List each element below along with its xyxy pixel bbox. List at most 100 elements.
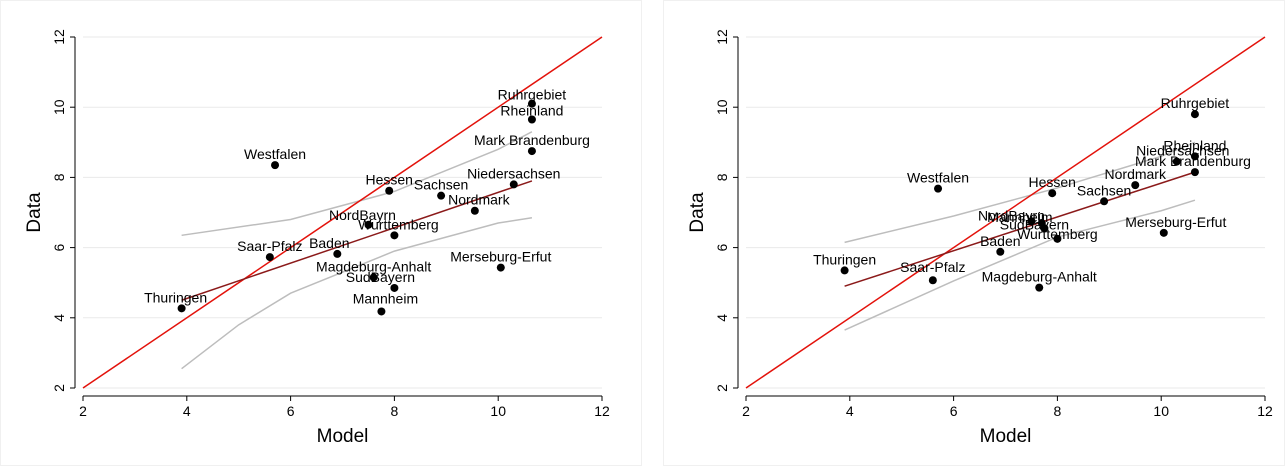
y-tick-label: 2 — [51, 384, 67, 392]
point-marker — [527, 99, 536, 108]
point-label: NordBayrn — [329, 207, 396, 223]
data-point: Thuringen — [813, 251, 876, 275]
data-point: Baden — [980, 233, 1021, 256]
data-point: SudBayern — [1000, 216, 1069, 233]
point-label: Thuringen — [144, 289, 207, 305]
data-point: Nordmark — [1105, 166, 1167, 190]
point-marker — [377, 307, 386, 316]
data-point: Nordmark — [448, 192, 511, 215]
identity-line — [82, 36, 603, 389]
y-tick-label: 12 — [714, 29, 730, 45]
point-label: Mannheim — [353, 290, 418, 306]
point-marker — [1190, 110, 1199, 119]
data-point: Westfalen — [907, 170, 969, 193]
x-axis-title: Model — [980, 426, 1032, 447]
x-tick-label: 10 — [1153, 403, 1169, 419]
point-marker — [1100, 197, 1109, 206]
point-label: Merseburg-Erfut — [450, 249, 551, 265]
data-point: Niedersachsen — [467, 165, 560, 189]
x-tick-label: 12 — [1257, 403, 1273, 419]
x-tick-label: 8 — [1054, 403, 1062, 419]
point-label: Nordmark — [1105, 166, 1167, 182]
point-label: Hessen — [365, 172, 412, 188]
point-marker — [996, 247, 1005, 256]
point-label: Wurttemberg — [358, 216, 439, 232]
data-point: NordBayrn — [329, 207, 396, 229]
point-label: Wurttemberg — [1017, 226, 1098, 242]
data-point: Westfalen — [244, 146, 306, 170]
data-point: Magdeburg-Anhalt — [982, 269, 1097, 292]
point-marker — [1053, 234, 1062, 243]
y-axis-title: Data — [687, 192, 708, 233]
point-marker — [527, 147, 536, 156]
y-tick-label: 8 — [714, 173, 730, 181]
point-marker — [470, 206, 479, 215]
x-tick-label: 2 — [79, 403, 87, 419]
point-label: Thuringen — [813, 251, 876, 267]
data-point: Sachsen — [1077, 182, 1131, 206]
point-label: NordBayrn — [978, 207, 1045, 223]
point-marker — [1190, 168, 1199, 177]
point-marker — [1027, 217, 1036, 226]
point-marker — [271, 161, 280, 170]
data-point: Mannheim — [353, 290, 418, 316]
ci-upper-line — [181, 131, 533, 237]
point-label: Westfalen — [907, 170, 969, 186]
data-point: Ruhrgebiet — [498, 87, 566, 108]
point-label: Baden — [980, 233, 1020, 249]
point-label: Mannheim — [987, 209, 1052, 225]
data-point: Merseburg-Erfut — [450, 249, 551, 272]
y-tick-label: 2 — [714, 384, 730, 392]
point-marker — [840, 266, 849, 275]
point-marker — [369, 273, 378, 282]
point-label: Nordmark — [448, 192, 510, 208]
point-marker — [496, 263, 505, 272]
x-tick-label: 6 — [950, 403, 958, 419]
data-point: Niedersachsen — [1136, 143, 1229, 166]
point-marker — [390, 231, 399, 240]
point-label: Rheinland — [500, 102, 563, 118]
y-tick-label: 10 — [51, 99, 67, 115]
point-marker — [1035, 283, 1044, 292]
point-marker — [437, 191, 446, 200]
x-tick-label: 2 — [742, 403, 750, 419]
point-label: Sachsen — [1077, 182, 1131, 198]
point-marker — [177, 304, 186, 313]
data-point: Saar-Pfalz — [900, 259, 966, 285]
point-label: Rheinland — [1163, 137, 1226, 153]
point-label: Baden — [309, 235, 349, 251]
data-point: Sachsen — [414, 177, 468, 200]
y-tick-label: 4 — [51, 314, 67, 322]
point-marker — [364, 220, 373, 229]
grid — [83, 36, 602, 389]
point-label: Saar-Pfalz — [237, 238, 302, 254]
chart-panel-right: 2 4 6 8 10 12 2 4 6 8 10 12 Model Data Ruhrgebiet Rhein… — [663, 0, 1285, 466]
point-label: Hessen — [1028, 174, 1075, 190]
y-tick-label: 6 — [51, 243, 67, 251]
data-point: Saar-Pfalz — [237, 238, 303, 262]
point-label: Ruhrgebiet — [1161, 95, 1230, 111]
data-point: Thuringen — [144, 289, 207, 313]
x-tick-label: 8 — [391, 403, 399, 419]
point-label: Merseburg-Erfut — [1125, 214, 1226, 230]
fit-line — [181, 180, 533, 301]
point-marker — [265, 253, 274, 262]
x-tick-label: 10 — [490, 403, 506, 419]
point-label: Westfalen — [244, 146, 306, 162]
point-marker — [509, 180, 518, 189]
point-label: SudBayern — [1000, 216, 1069, 232]
point-marker — [1172, 157, 1181, 166]
data-point: Rheinland — [500, 102, 563, 124]
y-tick-label: 10 — [714, 99, 730, 115]
data-point: Wurttemberg — [1017, 226, 1098, 243]
point-label: Niedersachsen — [467, 165, 560, 181]
y-tick-label: 12 — [51, 29, 67, 45]
chart-panel-left: 2 4 6 8 10 12 2 4 6 8 10 12 Model Data Ruhrgebiet Rhein… — [0, 0, 642, 466]
point-marker — [390, 283, 399, 292]
point-marker — [1040, 224, 1049, 233]
data-point: Mark Brandenburg — [1135, 153, 1251, 177]
data-point: Mark Brandenburg — [474, 132, 590, 156]
y-tick-label: 4 — [714, 314, 730, 322]
x-axis-title: Model — [317, 426, 369, 447]
x-tick-label: 4 — [846, 403, 854, 419]
